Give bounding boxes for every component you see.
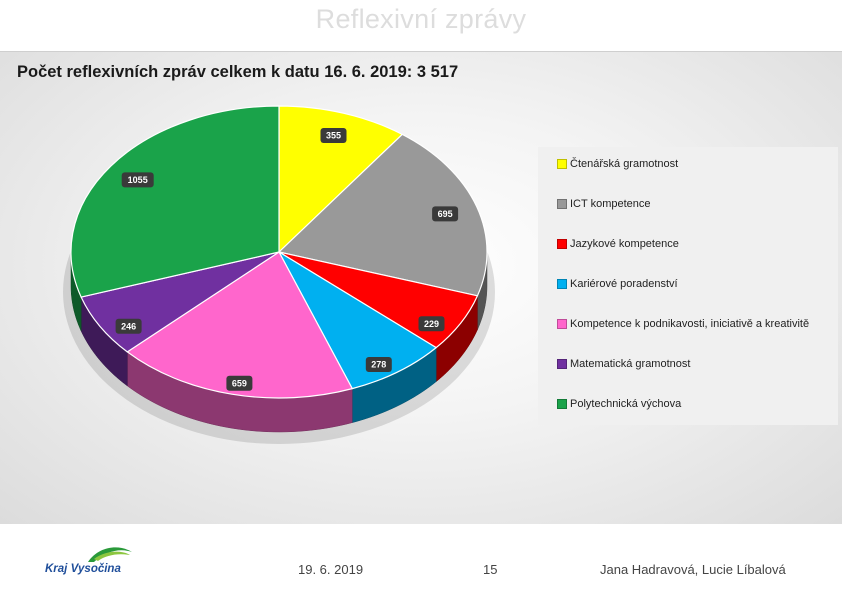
pie-slice-0 bbox=[278, 105, 403, 253]
pie-slice-1 bbox=[278, 133, 488, 297]
pie-data-labels: 355 695 229 278 659 246 1055 bbox=[115, 128, 459, 391]
pie-slice-4 bbox=[126, 251, 353, 399]
footer-page-number: 15 bbox=[483, 562, 498, 577]
data-label-box-4 bbox=[226, 375, 253, 391]
data-label-5: 246 bbox=[115, 318, 142, 334]
data-label-1: 695 bbox=[432, 206, 459, 222]
data-label-text-6: 1055 bbox=[128, 175, 148, 185]
legend-label-5: Matematická gramotnost bbox=[570, 358, 691, 370]
data-label-box-2 bbox=[418, 316, 445, 332]
legend-label-0: Čtenářská gramotnost bbox=[570, 158, 679, 170]
data-label-box-1 bbox=[432, 206, 459, 222]
data-label-text-4: 659 bbox=[232, 379, 247, 389]
logo-swoosh-secondary bbox=[94, 551, 130, 561]
data-label-box-3 bbox=[365, 357, 392, 372]
legend-item-1: ICT kompetence bbox=[557, 196, 651, 212]
legend-swatch-3 bbox=[557, 279, 567, 289]
pie-slices bbox=[70, 105, 488, 399]
legend-swatch-4 bbox=[557, 319, 567, 329]
chart-area: Počet reflexivních zpráv celkem k datu 1… bbox=[0, 51, 842, 524]
legend-item-2: Jazykové kompetence bbox=[557, 236, 679, 252]
data-label-text-1: 695 bbox=[438, 209, 453, 219]
legend-item-0: Čtenářská gramotnost bbox=[557, 156, 678, 172]
data-label-box-6 bbox=[121, 172, 154, 188]
data-label-6: 1055 bbox=[121, 172, 154, 188]
legend-label-4: Kompetence k podnikavosti, iniciativě a … bbox=[570, 318, 810, 330]
legend-swatch-0 bbox=[557, 159, 567, 169]
slide-title: Reflexivní zprávy bbox=[315, 4, 527, 34]
data-label-2: 229 bbox=[418, 316, 445, 332]
data-label-0: 355 bbox=[320, 128, 347, 143]
pie-slice-3 bbox=[278, 251, 437, 390]
legend-item-4: Kompetence k podnikavosti, iniciativě a … bbox=[557, 316, 809, 332]
data-label-text-5: 246 bbox=[121, 322, 136, 332]
footer-authors: Jana Hadravová, Lucie Líbalová bbox=[600, 562, 786, 577]
legend-label-6: Polytechnická výchova bbox=[570, 398, 682, 410]
chart-legend: Čtenářská gramotnost ICT kompetence Jazyko… bbox=[538, 147, 838, 425]
pie-slice-6 bbox=[70, 105, 280, 298]
legend-label-1: ICT kompetence bbox=[570, 198, 651, 210]
pie-chart: 355 695 229 278 659 246 1055 bbox=[63, 105, 495, 444]
legend-item-6: Polytechnická výchova bbox=[557, 396, 681, 412]
chart-title: Počet reflexivních zpráv celkem k datu 1… bbox=[17, 63, 459, 81]
legend-swatch-6 bbox=[557, 399, 567, 409]
logo-swoosh bbox=[88, 547, 132, 562]
kraj-vysocina-logo: Kraj Vysočina bbox=[45, 547, 132, 575]
legend-swatch-5 bbox=[557, 359, 567, 369]
pie-side-walls bbox=[70, 251, 488, 433]
legend-item-3: Kariérové poradenství bbox=[557, 276, 678, 292]
data-label-4: 659 bbox=[226, 375, 253, 391]
data-label-box-5 bbox=[115, 318, 142, 334]
data-label-text-0: 355 bbox=[326, 131, 341, 141]
data-label-text-3: 278 bbox=[371, 360, 386, 370]
legend-label-3: Kariérové poradenství bbox=[570, 278, 678, 290]
legend-label-2: Jazykové kompetence bbox=[570, 238, 679, 250]
logo-text: Kraj Vysočina bbox=[45, 563, 121, 575]
data-label-3: 278 bbox=[365, 357, 392, 372]
footer-date: 19. 6. 2019 bbox=[298, 562, 364, 577]
data-label-box-0 bbox=[320, 128, 347, 143]
legend-swatch-2 bbox=[557, 239, 567, 249]
legend-swatch-1 bbox=[557, 199, 567, 209]
legend-item-5: Matematická gramotnost bbox=[557, 356, 690, 372]
data-label-text-2: 229 bbox=[424, 319, 439, 329]
